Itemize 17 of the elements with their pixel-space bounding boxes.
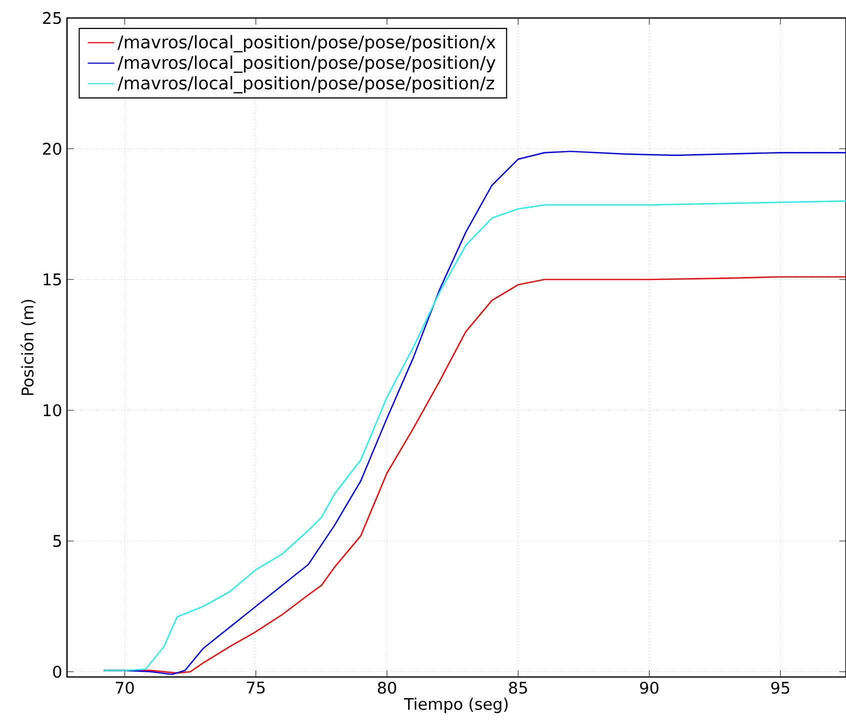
y-tick-label: 5 (53, 535, 61, 547)
x-tick-label: 80 (378, 682, 396, 694)
y-tick-label: 25 (43, 12, 61, 24)
y-tick-label: 0 (53, 666, 62, 678)
x-tick-label: 95 (771, 682, 790, 694)
x-tick-label: 70 (116, 682, 134, 694)
x-tick-label: 90 (640, 682, 658, 694)
legend-label: /mavros/local_position/pose/pose/position/z (118, 76, 494, 94)
y-tick-label: 20 (43, 142, 62, 155)
x-tick-label: 85 (509, 682, 527, 694)
legend-label: /mavros/local_position/pose/pose/position/x (118, 35, 496, 52)
y-tick-label: 10 (44, 404, 62, 416)
y-tick-label: 15 (44, 274, 61, 286)
x-tick-label: 75 (246, 682, 265, 694)
x-axis-title: Tiempo (seg) (404, 698, 508, 714)
y-axis-title: Posición (m) (20, 300, 36, 395)
legend-label: /mavros/local_position/pose/pose/position/y (118, 56, 496, 73)
